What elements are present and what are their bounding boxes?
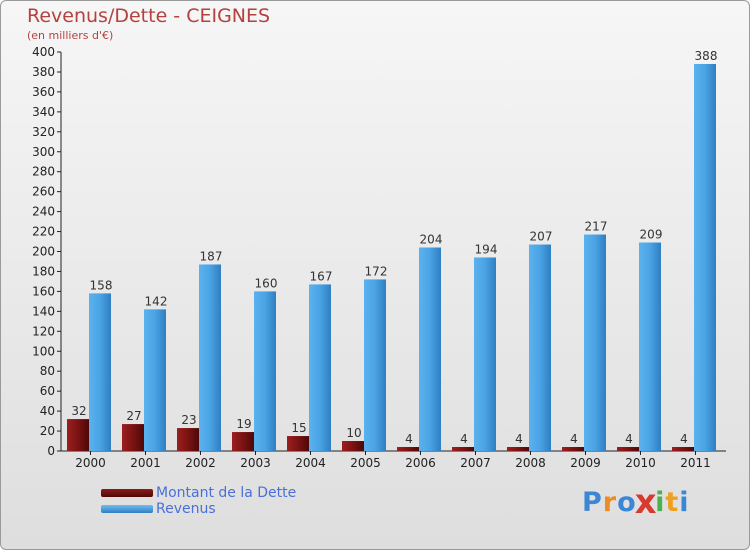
- legend-label-revenus: Revenus: [156, 501, 216, 517]
- y-tick-label: 340: [32, 105, 55, 119]
- y-tick-label: 280: [32, 165, 55, 179]
- data-label-revenus: 194: [475, 242, 498, 256]
- x-tick-label: 2009: [570, 456, 601, 470]
- bar-revenus: [639, 242, 661, 451]
- data-label-dette: 32: [71, 404, 86, 418]
- bar-dette: [287, 436, 309, 451]
- logo-letter: t: [665, 487, 680, 518]
- data-label-dette: 4: [515, 432, 523, 446]
- data-label-revenus: 187: [200, 249, 223, 263]
- data-label-revenus: 204: [420, 233, 443, 247]
- data-label-revenus: 160: [255, 276, 278, 290]
- y-tick-label: 140: [32, 304, 55, 318]
- bar-revenus: [89, 293, 111, 451]
- legend-swatch-revenus: [101, 505, 153, 513]
- y-tick-label: 0: [47, 444, 55, 458]
- y-tick-label: 360: [32, 85, 55, 99]
- x-tick-label: 2000: [75, 456, 106, 470]
- bar-dette: [672, 447, 694, 451]
- logo-letter: r: [602, 487, 618, 518]
- proxiti-logo: Proxiti: [582, 483, 690, 522]
- logo-letter: P: [582, 487, 603, 518]
- bar-revenus: [474, 257, 496, 451]
- data-label-revenus: 217: [585, 220, 608, 234]
- data-label-revenus: 207: [530, 230, 553, 244]
- chart-title: Revenus/Dette - CEIGNES: [27, 5, 271, 27]
- y-tick-label: 120: [32, 324, 55, 338]
- bar-revenus: [144, 309, 166, 451]
- y-tick-label: 320: [32, 125, 55, 139]
- logo-letter: i: [655, 487, 666, 518]
- y-tick-label: 260: [32, 185, 55, 199]
- bar-dette: [397, 447, 419, 451]
- y-tick-label: 180: [32, 264, 55, 278]
- data-label-revenus: 142: [145, 294, 168, 308]
- data-label-dette: 4: [680, 432, 688, 446]
- data-label-revenus: 388: [695, 49, 718, 63]
- y-tick-label: 220: [32, 225, 55, 239]
- bar-dette: [507, 447, 529, 451]
- y-tick-label: 80: [40, 364, 55, 378]
- data-label-dette: 15: [291, 421, 306, 435]
- y-tick-label: 40: [40, 404, 55, 418]
- y-tick-label: 20: [40, 424, 55, 438]
- bar-dette: [67, 419, 89, 451]
- bar-revenus: [199, 264, 221, 451]
- data-label-dette: 19: [236, 417, 251, 431]
- data-label-dette: 23: [181, 413, 196, 427]
- bar-dette: [232, 432, 254, 451]
- legend-swatch-dette: [101, 489, 153, 497]
- bar-dette: [452, 447, 474, 451]
- x-tick-label: 2008: [515, 456, 546, 470]
- x-tick-label: 2010: [625, 456, 656, 470]
- data-label-revenus: 167: [310, 269, 333, 283]
- logo-letter: o: [617, 487, 637, 518]
- x-tick-label: 2007: [460, 456, 491, 470]
- y-tick-label: 380: [32, 65, 55, 79]
- bar-revenus: [694, 63, 716, 451]
- logo-letter: i: [679, 487, 690, 518]
- data-label-revenus: 209: [640, 228, 663, 242]
- y-tick-label: 300: [32, 145, 55, 159]
- data-label-dette: 10: [346, 426, 361, 440]
- data-label-revenus: 172: [365, 264, 388, 278]
- x-tick-label: 2005: [350, 456, 381, 470]
- y-tick-label: 240: [32, 205, 55, 219]
- data-label-dette: 4: [570, 432, 578, 446]
- x-tick-label: 2004: [295, 456, 326, 470]
- bar-revenus: [309, 284, 331, 451]
- data-label-dette: 4: [405, 432, 413, 446]
- bar-dette: [342, 441, 364, 451]
- x-tick-label: 2011: [680, 456, 711, 470]
- y-tick-label: 100: [32, 344, 55, 358]
- chart-subtitle: (en milliers d'€): [27, 29, 114, 42]
- bar-dette: [122, 424, 144, 451]
- legend-label-dette: Montant de la Dette: [156, 485, 297, 501]
- data-label-dette: 4: [625, 432, 633, 446]
- bar-dette: [617, 447, 639, 451]
- y-tick-label: 400: [32, 45, 55, 59]
- x-tick-label: 2006: [405, 456, 436, 470]
- y-tick-label: 200: [32, 245, 55, 259]
- data-label-dette: 27: [126, 409, 141, 423]
- y-tick-label: 160: [32, 284, 55, 298]
- bar-revenus: [364, 279, 386, 451]
- bar-revenus: [584, 234, 606, 451]
- y-tick-label: 60: [40, 384, 55, 398]
- bar-dette: [177, 428, 199, 451]
- logo-letter: x: [634, 483, 658, 522]
- bar-revenus: [254, 291, 276, 451]
- data-label-revenus: 158: [90, 278, 113, 292]
- bar-revenus: [419, 247, 441, 451]
- x-tick-label: 2002: [185, 456, 216, 470]
- bar-revenus: [529, 244, 551, 451]
- x-tick-label: 2001: [130, 456, 161, 470]
- bar-dette: [562, 447, 584, 451]
- x-tick-label: 2003: [240, 456, 271, 470]
- data-label-dette: 4: [460, 432, 468, 446]
